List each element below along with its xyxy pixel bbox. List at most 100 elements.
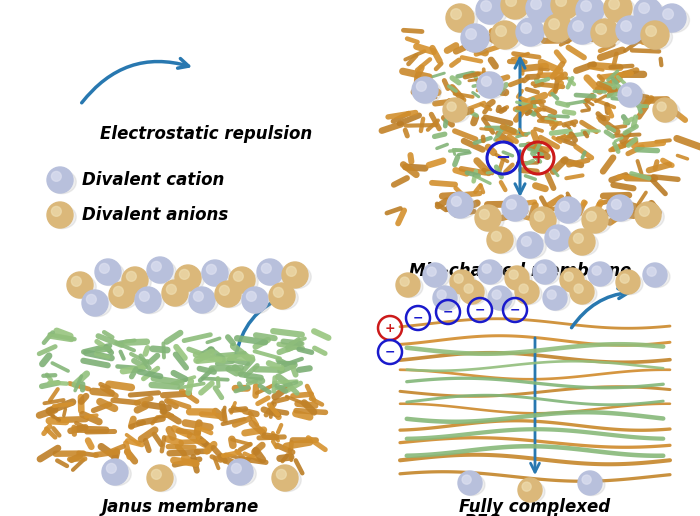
Ellipse shape (477, 0, 508, 25)
Ellipse shape (479, 263, 505, 285)
Circle shape (282, 262, 308, 288)
Circle shape (427, 267, 436, 276)
Circle shape (51, 206, 62, 216)
Circle shape (446, 4, 474, 32)
Ellipse shape (568, 20, 599, 45)
Circle shape (462, 475, 471, 484)
Circle shape (491, 231, 501, 241)
Ellipse shape (605, 0, 636, 23)
Circle shape (147, 465, 173, 491)
Text: −: − (413, 312, 424, 325)
Ellipse shape (68, 275, 97, 299)
Circle shape (573, 21, 583, 31)
Circle shape (616, 16, 644, 44)
Circle shape (274, 287, 284, 297)
Circle shape (95, 259, 121, 285)
Text: Fully complexed: Fully complexed (459, 498, 610, 516)
Circle shape (621, 21, 631, 31)
Ellipse shape (444, 101, 470, 123)
Ellipse shape (491, 24, 522, 50)
Ellipse shape (110, 285, 139, 309)
Text: Divalent cation: Divalent cation (82, 171, 225, 189)
Circle shape (461, 24, 489, 52)
Circle shape (534, 212, 545, 221)
Circle shape (232, 463, 242, 473)
Circle shape (480, 209, 489, 219)
Ellipse shape (570, 283, 597, 304)
Circle shape (581, 1, 592, 11)
Circle shape (475, 205, 501, 231)
Circle shape (99, 264, 109, 273)
Circle shape (215, 281, 241, 307)
Circle shape (574, 284, 583, 293)
Circle shape (547, 290, 556, 299)
Ellipse shape (272, 468, 301, 492)
Circle shape (531, 0, 541, 9)
Circle shape (276, 470, 286, 479)
Circle shape (492, 290, 501, 299)
Circle shape (634, 0, 662, 26)
Circle shape (639, 3, 650, 13)
Ellipse shape (505, 269, 532, 291)
Text: PEC membrane: PEC membrane (464, 513, 606, 516)
Circle shape (269, 283, 295, 309)
Ellipse shape (619, 86, 645, 108)
Ellipse shape (83, 293, 111, 317)
Circle shape (533, 260, 557, 284)
Circle shape (611, 199, 622, 209)
Circle shape (592, 266, 601, 275)
Ellipse shape (103, 462, 132, 486)
Ellipse shape (546, 228, 574, 252)
Circle shape (113, 286, 123, 296)
Ellipse shape (48, 170, 76, 194)
Circle shape (519, 284, 528, 293)
Circle shape (162, 280, 188, 306)
Circle shape (175, 265, 201, 291)
Ellipse shape (476, 208, 504, 232)
Text: Mix-charged membrane: Mix-charged membrane (409, 262, 631, 280)
Ellipse shape (531, 210, 559, 234)
Circle shape (559, 201, 569, 211)
Circle shape (578, 471, 602, 495)
Ellipse shape (270, 286, 298, 310)
Circle shape (639, 206, 650, 216)
Circle shape (82, 290, 108, 316)
Text: +: + (385, 321, 396, 334)
Text: Divalent anions: Divalent anions (82, 206, 228, 224)
Circle shape (506, 199, 517, 209)
Circle shape (86, 295, 97, 304)
Circle shape (657, 102, 666, 111)
Circle shape (47, 167, 73, 193)
Circle shape (550, 230, 559, 239)
Ellipse shape (516, 283, 542, 304)
Circle shape (487, 227, 513, 253)
Ellipse shape (397, 276, 423, 298)
Circle shape (607, 195, 633, 221)
Circle shape (570, 280, 594, 304)
Ellipse shape (203, 263, 231, 287)
Circle shape (443, 98, 467, 122)
Circle shape (653, 98, 677, 122)
Circle shape (635, 202, 661, 228)
Circle shape (71, 277, 81, 286)
Circle shape (127, 271, 136, 281)
Circle shape (477, 72, 503, 98)
Circle shape (481, 1, 491, 11)
Circle shape (423, 263, 447, 287)
Ellipse shape (243, 290, 272, 314)
Circle shape (622, 87, 631, 96)
Ellipse shape (526, 0, 557, 23)
Circle shape (460, 280, 484, 304)
Circle shape (233, 271, 244, 281)
Circle shape (396, 273, 420, 297)
Circle shape (109, 282, 135, 308)
Ellipse shape (617, 273, 643, 295)
Circle shape (515, 280, 539, 304)
Circle shape (551, 0, 579, 19)
Circle shape (67, 272, 93, 298)
Ellipse shape (582, 210, 611, 234)
Circle shape (229, 267, 255, 293)
Ellipse shape (48, 205, 76, 229)
Circle shape (286, 266, 296, 276)
Text: −: − (510, 303, 520, 316)
